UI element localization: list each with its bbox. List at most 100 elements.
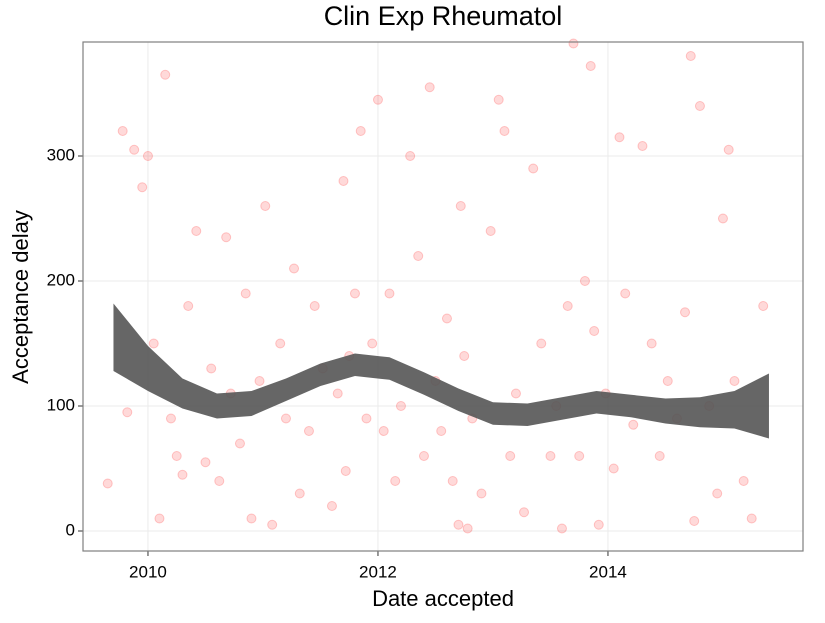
point bbox=[338, 176, 349, 186]
point bbox=[476, 488, 487, 499]
plot-border bbox=[82, 41, 804, 552]
point bbox=[499, 126, 510, 136]
smooth-band bbox=[113, 303, 769, 439]
point bbox=[384, 288, 395, 299]
point bbox=[519, 507, 530, 518]
point bbox=[148, 338, 159, 349]
point bbox=[405, 151, 416, 161]
point bbox=[593, 519, 604, 530]
point bbox=[738, 476, 749, 486]
point bbox=[206, 363, 217, 374]
point bbox=[240, 288, 251, 299]
x-tick-label: 2014 bbox=[589, 562, 627, 581]
chart-title: Clin Exp Rheumatol bbox=[324, 1, 563, 31]
point bbox=[260, 201, 271, 211]
point bbox=[455, 201, 466, 211]
point bbox=[579, 276, 590, 286]
point bbox=[191, 226, 202, 236]
point bbox=[142, 151, 153, 161]
point bbox=[694, 101, 705, 111]
point bbox=[723, 144, 734, 155]
point bbox=[117, 126, 128, 136]
point bbox=[510, 388, 521, 399]
point bbox=[390, 476, 401, 486]
x-axis-label: Date accepted bbox=[372, 586, 514, 611]
point bbox=[447, 476, 458, 486]
point bbox=[122, 407, 133, 418]
point bbox=[395, 401, 406, 411]
point bbox=[729, 376, 740, 386]
point bbox=[267, 519, 278, 530]
point bbox=[646, 338, 657, 349]
point bbox=[378, 426, 389, 436]
point bbox=[528, 163, 539, 174]
point bbox=[200, 457, 211, 468]
point bbox=[453, 519, 464, 530]
point bbox=[662, 376, 673, 386]
y-tick-label: 300 bbox=[47, 145, 75, 164]
point bbox=[459, 351, 470, 361]
point bbox=[614, 132, 625, 143]
point bbox=[165, 413, 176, 424]
point bbox=[326, 501, 337, 511]
point bbox=[254, 376, 265, 386]
point bbox=[349, 288, 360, 299]
point bbox=[685, 51, 696, 61]
point bbox=[221, 232, 232, 243]
point bbox=[154, 513, 165, 524]
point bbox=[585, 61, 596, 71]
point bbox=[637, 141, 648, 151]
point bbox=[680, 307, 691, 318]
point bbox=[340, 466, 351, 476]
x-tick-label: 2010 bbox=[129, 562, 167, 581]
point bbox=[183, 301, 194, 311]
x-tick-label: 2012 bbox=[359, 562, 397, 581]
point bbox=[214, 476, 225, 486]
y-axis-label: Acceptance delay bbox=[8, 210, 33, 384]
point bbox=[246, 513, 257, 524]
point bbox=[758, 301, 769, 311]
point bbox=[355, 126, 366, 136]
point bbox=[424, 82, 435, 93]
point bbox=[289, 263, 300, 274]
point bbox=[505, 451, 516, 461]
point bbox=[361, 413, 372, 424]
point bbox=[485, 226, 496, 236]
point bbox=[562, 301, 573, 311]
point bbox=[303, 426, 314, 436]
point bbox=[556, 523, 567, 534]
point bbox=[536, 338, 547, 349]
point bbox=[717, 213, 728, 224]
point bbox=[137, 182, 148, 193]
point bbox=[102, 478, 113, 489]
point bbox=[746, 513, 757, 524]
point bbox=[129, 144, 140, 155]
point bbox=[372, 94, 383, 105]
point bbox=[418, 451, 429, 461]
y-tick-label: 0 bbox=[66, 520, 75, 539]
point bbox=[275, 338, 286, 349]
point bbox=[413, 251, 424, 261]
point bbox=[234, 438, 245, 449]
point bbox=[309, 301, 320, 311]
point bbox=[462, 523, 473, 534]
point bbox=[294, 488, 305, 499]
point bbox=[436, 426, 447, 436]
point bbox=[689, 516, 700, 526]
point bbox=[712, 488, 723, 499]
point bbox=[568, 38, 579, 49]
point bbox=[493, 94, 504, 105]
point bbox=[177, 469, 188, 480]
point bbox=[367, 338, 378, 349]
point bbox=[608, 463, 619, 474]
point bbox=[160, 69, 171, 80]
point bbox=[280, 413, 291, 424]
point bbox=[545, 451, 556, 461]
point bbox=[620, 288, 631, 299]
point bbox=[441, 313, 452, 324]
point bbox=[171, 451, 182, 461]
plot-background bbox=[83, 42, 803, 551]
y-tick-label: 200 bbox=[47, 270, 75, 289]
